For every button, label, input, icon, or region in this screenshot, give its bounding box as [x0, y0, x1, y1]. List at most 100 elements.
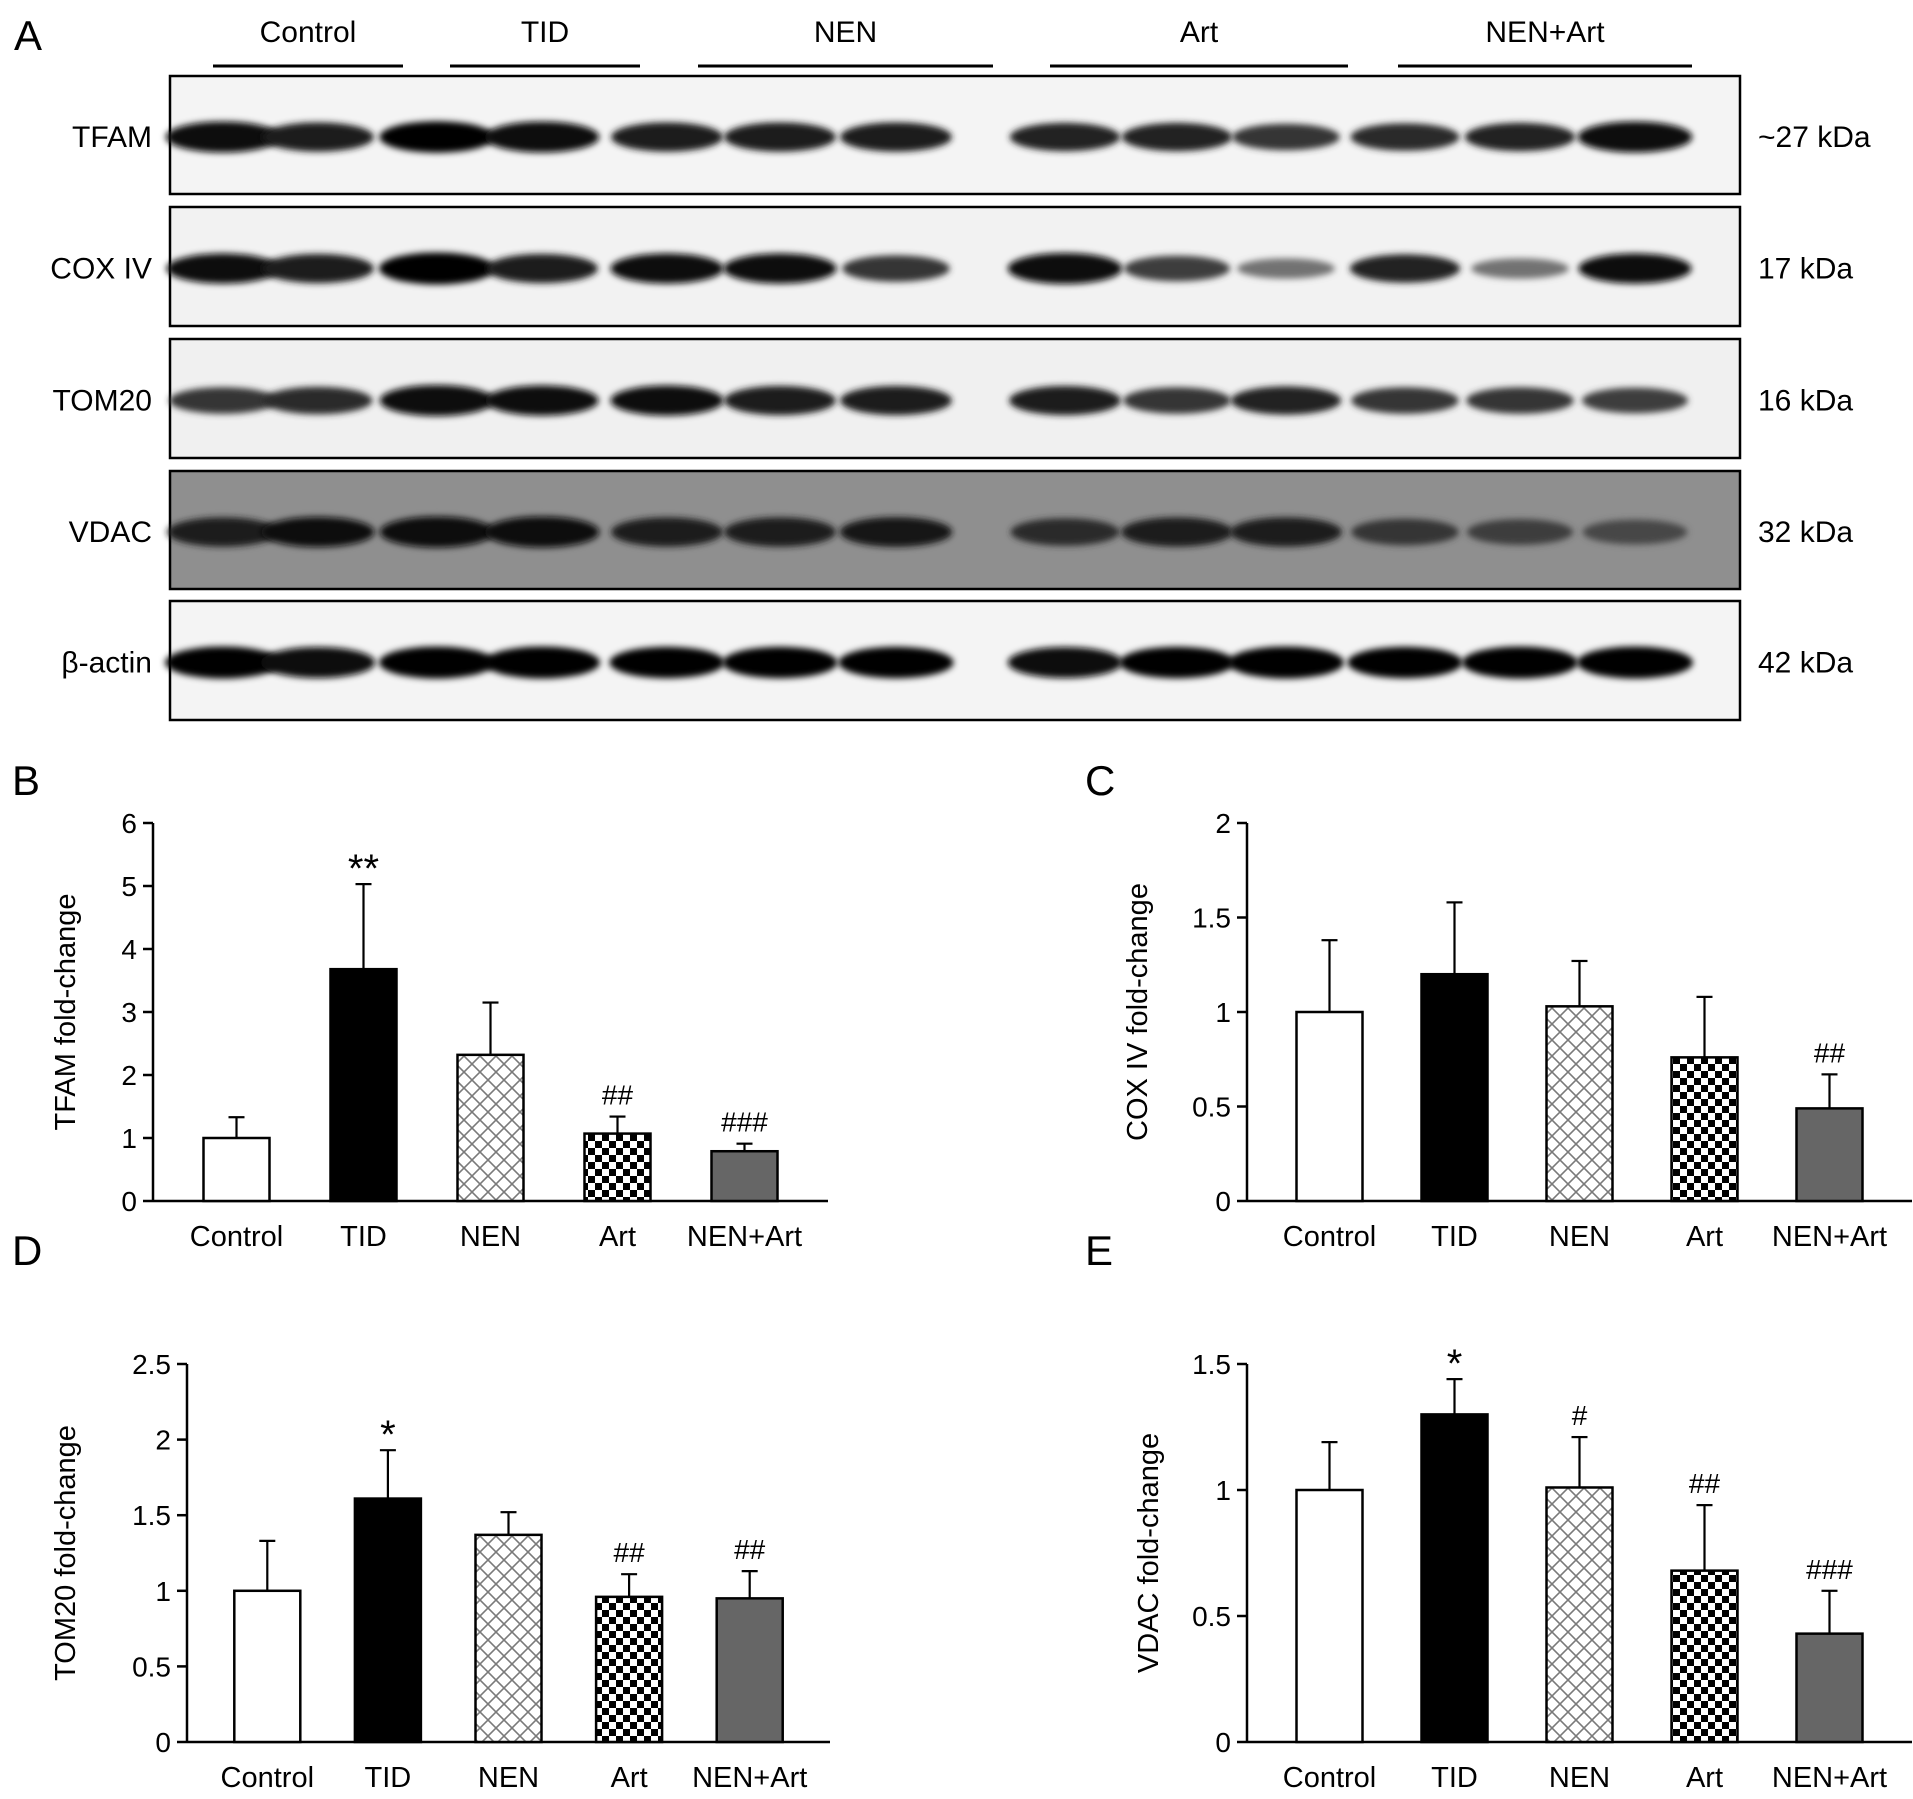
x-tick-label: NEN+Art [692, 1762, 807, 1794]
significance-label: # [1572, 1400, 1588, 1431]
blot-band [722, 646, 838, 679]
blot-band [484, 121, 600, 153]
molecular-weight-label: 32 kDa [1758, 516, 1853, 549]
blot-band [838, 646, 954, 679]
blot-band [169, 387, 277, 414]
y-tick-label: 2 [121, 1060, 137, 1091]
blot-band [1237, 258, 1335, 279]
bar-nen-art [710, 1149, 779, 1203]
blot-band [1577, 646, 1693, 679]
blot-band [611, 122, 723, 152]
y-tick-label: 5 [121, 871, 137, 902]
blot-band [1466, 387, 1574, 414]
blot-band [610, 385, 724, 416]
blot-band [165, 646, 281, 679]
y-axis-label: COX IV fold-change [1122, 883, 1154, 1141]
blot-band [1464, 122, 1576, 152]
panel-letter: D [12, 1227, 42, 1274]
panel-letter: B [12, 757, 40, 804]
y-tick-label: 0 [155, 1727, 171, 1758]
blot-band [611, 517, 723, 547]
x-tick-label: TID [1431, 1221, 1478, 1253]
y-tick-label: 3 [121, 997, 137, 1028]
bar-art [594, 1595, 664, 1744]
bar-tid [329, 967, 398, 1203]
protein-label: COX IV [50, 253, 152, 286]
chart-panel-d: D 0 0.5 1 1.5 2 2.5 TOM20 fold-change Control TID… [12, 1227, 830, 1794]
blot-band [610, 253, 724, 284]
significance-label: ## [1689, 1468, 1721, 1499]
blot-band [1228, 646, 1344, 679]
blot-band [1123, 255, 1231, 282]
blot-band [840, 122, 952, 152]
x-tick-label: Art [1686, 1221, 1723, 1253]
y-tick-label: 0.5 [1192, 1092, 1231, 1123]
y-tick-label: 2.5 [132, 1349, 171, 1380]
blot-band [379, 252, 495, 285]
blot-band [1471, 258, 1569, 279]
bar-tid [353, 1497, 423, 1744]
blot-band [839, 517, 953, 547]
protein-label: TOM20 [53, 385, 152, 418]
blot-group-label: Art [1180, 16, 1219, 49]
x-tick-label: NEN+Art [1772, 1221, 1887, 1253]
bar-nen [456, 1053, 525, 1203]
blot-band [1232, 123, 1340, 151]
x-tick-label: NEN [478, 1762, 539, 1794]
panel-letter: C [1085, 757, 1115, 804]
blot-band [1581, 387, 1689, 414]
blot-band [723, 253, 837, 284]
bar-control [1295, 1488, 1364, 1744]
y-tick-label: 6 [121, 808, 137, 839]
significance-label: ### [1806, 1554, 1853, 1585]
molecular-weight-label: 16 kDa [1758, 385, 1853, 418]
bar-art [583, 1132, 652, 1203]
blot-band [1349, 254, 1461, 283]
significance-label: ## [602, 1080, 634, 1111]
y-tick-label: 0.5 [1192, 1601, 1231, 1632]
x-tick-label: Control [1283, 1762, 1377, 1794]
x-tick-label: NEN [1549, 1221, 1610, 1253]
blot-band [1230, 386, 1342, 415]
bar-nen [1545, 1005, 1614, 1203]
blot-row-actin: β-actin 42 kDa [61, 599, 1853, 722]
y-tick-label: 1.5 [1192, 1349, 1231, 1380]
blot-band [166, 253, 280, 284]
blot-band [842, 255, 950, 282]
y-tick-label: 0 [1215, 1727, 1231, 1758]
blot-row-coxiv: COX IV 17 kDa [50, 205, 1853, 328]
blot-band [1009, 385, 1121, 416]
protein-label: TFAM [72, 121, 152, 154]
chart-panel-e: E 0 0.5 1 1.5 VDAC fold-change Control TID * NEN #… [1085, 1227, 1912, 1794]
blot-band [1123, 387, 1231, 414]
molecular-weight-label: 17 kDa [1758, 253, 1853, 286]
blot-band [1347, 646, 1463, 679]
blot-band [260, 646, 376, 679]
x-tick-label: TID [340, 1221, 387, 1253]
bar-control [1295, 1010, 1364, 1203]
panel-letter: E [1085, 1227, 1113, 1274]
blot-band [1582, 519, 1688, 545]
x-tick-label: NEN [1549, 1762, 1610, 1794]
bar-control [233, 1589, 302, 1744]
blot-band [1462, 646, 1578, 679]
y-tick-label: 2 [155, 1425, 171, 1456]
bar-art [1670, 1056, 1739, 1203]
blot-band [1351, 518, 1459, 546]
blot-band [1121, 122, 1233, 152]
y-tick-label: 1 [1215, 997, 1231, 1028]
y-axis-label: TOM20 fold-change [50, 1425, 82, 1681]
y-tick-label: 0.5 [132, 1651, 171, 1682]
x-tick-label: Control [221, 1762, 315, 1794]
x-tick-label: Control [1283, 1221, 1377, 1253]
blot-band [1121, 517, 1233, 547]
x-tick-label: TID [365, 1762, 412, 1794]
blot-band [165, 121, 281, 153]
bar-nen-art [715, 1597, 784, 1744]
blot-band [379, 121, 495, 153]
significance-label: ### [721, 1107, 768, 1138]
blot-band [486, 253, 598, 284]
blot-band [1577, 121, 1693, 153]
x-tick-label: Art [1686, 1762, 1723, 1794]
